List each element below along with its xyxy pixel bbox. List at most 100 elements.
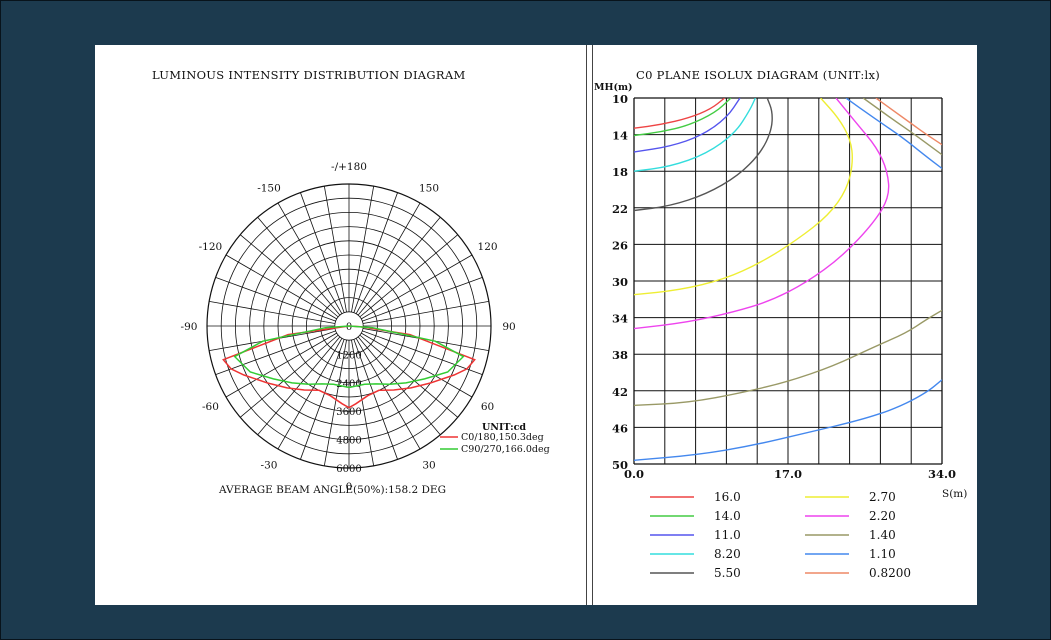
polar-angle-label: -150: [257, 182, 281, 194]
isolux-y-tick-label: 26: [612, 238, 628, 252]
polar-radial-tick-label: 4800: [336, 436, 361, 447]
isolux-x-tick-label: 0.0: [624, 467, 644, 481]
polar-angle-label: 150: [419, 182, 439, 194]
polar-angle-label: 30: [422, 460, 435, 472]
polar-radial-tick-label: 2400: [336, 379, 361, 390]
isolux-contour: [875, 98, 942, 146]
polar-legend-label: C90/270,166.0deg: [461, 444, 550, 455]
isolux-chart-title: C0 PLANE ISOLUX DIAGRAM (UNIT:lx): [636, 68, 881, 82]
isolux-legend-label: 5.50: [714, 566, 741, 580]
isolux-contour: [634, 98, 726, 129]
isolux-contour: [634, 98, 773, 212]
polar-legend-label: C0/180,150.3deg: [461, 432, 544, 443]
polar-spoke: [361, 332, 473, 398]
polar-series-curve: [233, 325, 465, 389]
isolux-legend-label: 1.10: [869, 547, 896, 561]
isolux-y-tick-label: 30: [612, 275, 628, 289]
isolux-x-tick-label: 17.0: [774, 467, 802, 481]
isolux-contour: [634, 98, 741, 153]
polar-angle-label: 120: [478, 241, 498, 253]
polar-spoke: [277, 338, 343, 450]
isolux-legend-label: 16.0: [714, 490, 741, 504]
polar-angle-label: -/+180: [331, 161, 367, 173]
polar-angle-label: 0: [346, 481, 353, 493]
polar-spoke: [300, 192, 345, 313]
polar-unit-label: UNIT:cd: [482, 422, 527, 433]
polar-spoke: [355, 338, 421, 450]
polar-spoke: [239, 234, 339, 318]
polar-radial-tick-label: 3600: [336, 407, 361, 418]
isolux-y-tick-label: 42: [612, 385, 628, 399]
polar-spoke: [351, 339, 375, 466]
polar-spoke: [209, 300, 336, 324]
polar-spoke: [323, 186, 347, 313]
polar-spoke: [215, 277, 336, 322]
polar-spoke: [359, 334, 459, 418]
polar-angle-label: 90: [502, 321, 515, 333]
polar-spoke: [357, 336, 441, 436]
isolux-y-tick-label: 14: [612, 129, 628, 143]
isolux-x-axis-label: S(m): [942, 488, 968, 500]
polar-angle-label: -30: [261, 460, 278, 472]
isolux-contour: [634, 309, 942, 407]
isolux-y-tick-label: 46: [612, 421, 628, 435]
polar-series-curve: [222, 325, 476, 409]
polar-radial-tick-label: 6000: [336, 464, 361, 475]
polar-spoke: [239, 334, 339, 418]
report-sheet: [95, 45, 977, 605]
polar-radial-tick-label: 0: [346, 322, 352, 333]
polar-spoke: [357, 216, 441, 316]
isolux-legend-label: 11.0: [714, 528, 741, 542]
isolux-contour: [862, 98, 942, 156]
polar-chart-title: LUMINOUS INTENSITY DISTRIBUTION DIAGRAM: [152, 68, 466, 82]
isolux-y-tick-label: 10: [612, 92, 628, 106]
polar-spoke: [215, 330, 336, 375]
isolux-contour: [634, 98, 732, 137]
isolux-legend-label: 2.70: [869, 490, 896, 504]
polar-angle-label: 60: [481, 401, 494, 413]
isolux-y-tick-label: 34: [612, 312, 628, 326]
polar-spoke: [353, 339, 398, 460]
isolux-contour: [845, 98, 942, 170]
polar-spoke: [353, 192, 398, 313]
polar-angle-label: -60: [202, 401, 219, 413]
polar-spoke: [300, 339, 345, 460]
polar-spoke: [362, 300, 489, 324]
isolux-y-tick-label: 18: [612, 165, 628, 179]
isolux-x-tick-label: 34.0: [928, 467, 956, 481]
polar-spoke: [225, 254, 337, 320]
polar-spoke: [351, 186, 375, 313]
isolux-contour: [634, 379, 942, 461]
isolux-y-tick-label: 38: [612, 348, 628, 362]
polar-angle-label: -90: [181, 321, 198, 333]
panel-divider-right: [592, 45, 593, 605]
isolux-y-tick-label: 50: [612, 458, 628, 472]
beam-angle-text: AVERAGE BEAM ANGLE(50%):158.2 DEG: [219, 484, 446, 496]
isolux-y-tick-label: 22: [612, 202, 628, 216]
panel-divider-left: [586, 45, 587, 605]
polar-spoke: [355, 202, 421, 314]
polar-spoke: [257, 216, 341, 316]
isolux-y-axis-label: MH(m): [594, 82, 633, 93]
isolux-legend-label: 1.40: [869, 528, 896, 542]
polar-spoke: [362, 277, 483, 322]
isolux-chart: 10 14 18 22 26 30 34 38 42 46 500.0 17.0 34.0 16.0 2.7…: [612, 92, 956, 580]
isolux-contour: [634, 98, 757, 172]
polar-spoke: [225, 332, 337, 398]
polar-spoke: [361, 254, 473, 320]
polar-spoke: [277, 202, 343, 314]
polar-chart: -/+180 -150 150 -120 120 -90 90 -60 60 -30 30 0 0 120…: [181, 161, 550, 493]
isolux-legend-label: 14.0: [714, 509, 741, 523]
isolux-legend-label: 0.8200: [869, 566, 911, 580]
polar-spoke: [362, 330, 483, 375]
polar-spoke: [359, 234, 459, 318]
isolux-contour: [634, 98, 853, 296]
polar-angle-label: -120: [199, 241, 223, 253]
isolux-contour: [634, 98, 890, 330]
isolux-legend-label: 8.20: [714, 547, 741, 561]
polar-radial-tick-label: 1200: [336, 350, 361, 361]
polar-spoke: [257, 336, 341, 436]
isolux-legend-label: 2.20: [869, 509, 896, 523]
polar-spoke: [323, 339, 347, 466]
